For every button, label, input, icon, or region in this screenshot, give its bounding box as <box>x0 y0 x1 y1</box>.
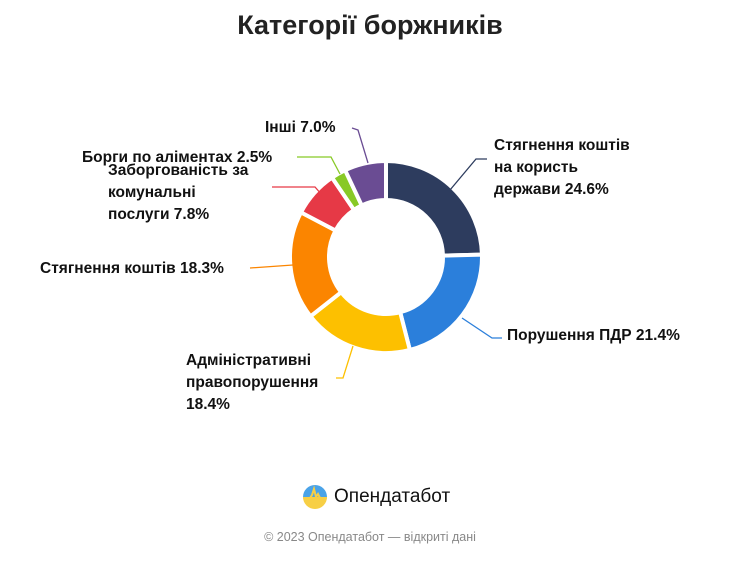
leader-line <box>351 127 369 164</box>
data-label-line: Заборгованість за <box>108 162 249 179</box>
leader-line <box>461 317 502 339</box>
data-label: Стягнення коштів на користь держави 24.6% <box>494 135 630 201</box>
opendatabot-logo-icon <box>303 485 327 509</box>
leader-line <box>272 186 323 196</box>
data-label-line: на користь <box>494 159 579 176</box>
leader-line <box>249 264 294 269</box>
data-label-line: держави 24.6% <box>494 181 609 198</box>
data-label-line: послуги 7.8% <box>108 206 210 223</box>
donut-slice <box>384 159 484 258</box>
data-label-line: Порушення ПДР 21.4% <box>507 327 680 344</box>
leader-line <box>297 156 341 175</box>
data-label-line: правопорушення <box>186 374 319 391</box>
donut-slice <box>398 252 484 352</box>
footer-copyright: © 2023 Опендатабот — відкриті дані <box>264 530 476 544</box>
data-label-line: комунальні <box>108 184 196 201</box>
data-label-line: 18.4% <box>186 396 230 413</box>
donut-slice <box>343 159 388 208</box>
chart-title: Категорії боржників <box>237 10 503 40</box>
data-label-line: Стягнення коштів 18.3% <box>40 260 224 277</box>
data-label: Адміністративні правопорушення 18.4% <box>186 350 318 416</box>
data-label: Порушення ПДР 21.4% <box>507 325 680 347</box>
data-label: Заборгованість за комунальні послуги 7.8% <box>108 160 248 226</box>
leader-line <box>336 345 354 379</box>
brand-name: Опендатабот <box>334 486 451 507</box>
data-label-line: Інші 7.0% <box>265 119 336 136</box>
data-label: Борги по аліментах 2.5% <box>82 147 272 169</box>
data-label-line: Адміністративні <box>186 352 312 369</box>
brand-logo: Опендатабот <box>302 484 450 510</box>
leader-line <box>449 158 487 191</box>
data-label-line: Борги по аліментах 2.5% <box>82 149 273 166</box>
data-label: Стягнення коштів 18.3% <box>40 258 224 280</box>
data-label-line: Стягнення коштів <box>494 137 630 154</box>
data-label: Інші 7.0% <box>265 117 336 139</box>
